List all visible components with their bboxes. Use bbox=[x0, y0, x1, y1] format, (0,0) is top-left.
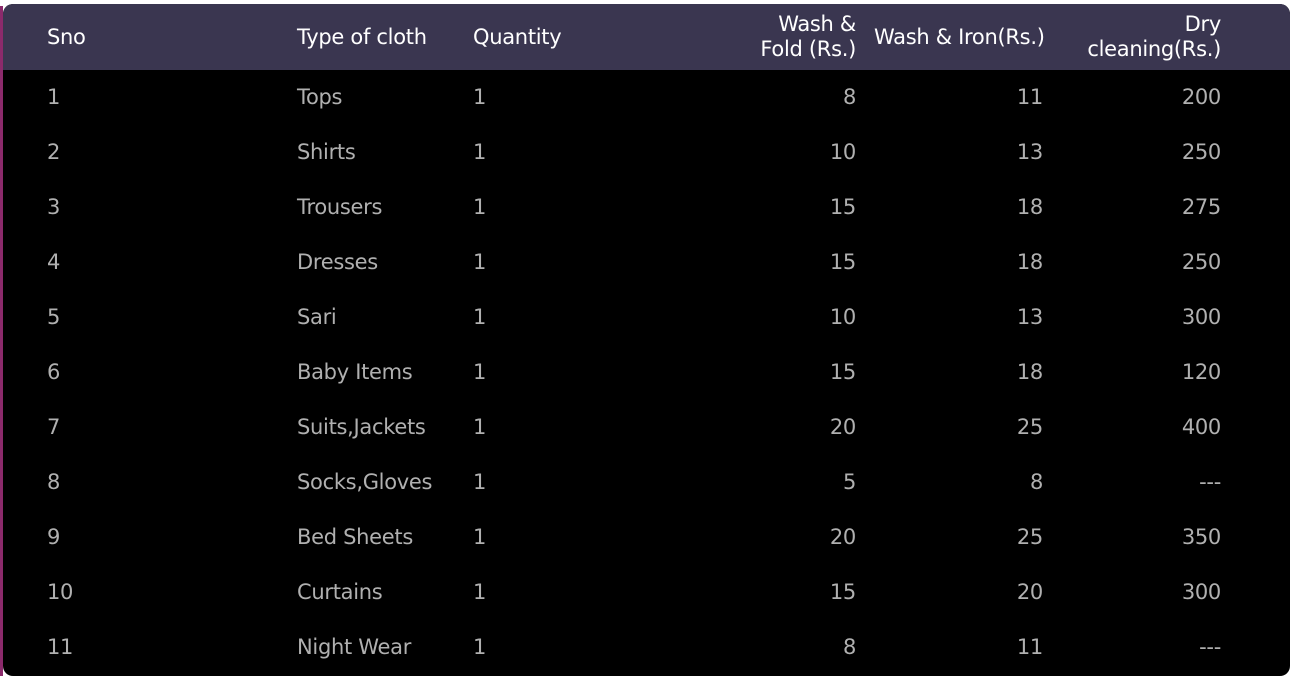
cell-quantity: 1 bbox=[473, 85, 487, 109]
cell-sno: 8 bbox=[47, 470, 61, 494]
cell-sno: 9 bbox=[47, 525, 61, 549]
cell-sno: 6 bbox=[47, 360, 61, 384]
cell-quantity: 1 bbox=[473, 195, 487, 219]
cell-sno: 10 bbox=[47, 580, 74, 604]
cell-type-of-cloth: Suits,Jackets bbox=[297, 415, 426, 439]
cell-quantity: 1 bbox=[473, 360, 487, 384]
cell-wash-iron: 13 bbox=[1016, 305, 1043, 329]
cell-wash-iron: 18 bbox=[1016, 195, 1043, 219]
table-row: 10 Curtains 1 15 20 300 bbox=[3, 565, 1290, 620]
cell-dry-cleaning: 120 bbox=[1181, 360, 1221, 384]
table-row: 9 Bed Sheets 1 20 25 350 bbox=[3, 510, 1290, 565]
cell-dry-cleaning: 275 bbox=[1181, 195, 1221, 219]
cell-dry-cleaning: --- bbox=[1199, 470, 1221, 494]
cell-quantity: 1 bbox=[473, 525, 487, 549]
table-row: 8 Socks,Gloves 1 5 8 --- bbox=[3, 455, 1290, 510]
header-wash-fold-line1: Wash & bbox=[778, 12, 856, 36]
cell-dry-cleaning: 300 bbox=[1181, 305, 1221, 329]
table-row: 1 Tops 1 8 11 200 bbox=[3, 70, 1290, 125]
cell-dry-cleaning: --- bbox=[1199, 635, 1221, 659]
cell-wash-fold: 10 bbox=[829, 140, 856, 164]
header-dry-cleaning-line2: cleaning(Rs.) bbox=[1087, 37, 1221, 61]
cell-wash-fold: 20 bbox=[829, 415, 856, 439]
cell-quantity: 1 bbox=[473, 415, 487, 439]
cell-wash-fold: 5 bbox=[842, 470, 856, 494]
cell-wash-iron: 25 bbox=[1016, 415, 1043, 439]
header-type-of-cloth: Type of cloth bbox=[297, 25, 427, 49]
cell-dry-cleaning: 250 bbox=[1181, 140, 1221, 164]
cell-quantity: 1 bbox=[473, 580, 487, 604]
cell-wash-fold: 15 bbox=[829, 360, 856, 384]
table-row: 4 Dresses 1 15 18 250 bbox=[3, 235, 1290, 290]
cell-type-of-cloth: Tops bbox=[297, 85, 343, 109]
header-dry-cleaning: Dry cleaning(Rs.) bbox=[1061, 12, 1221, 62]
cell-wash-fold: 15 bbox=[829, 250, 856, 274]
cell-dry-cleaning: 400 bbox=[1181, 415, 1221, 439]
table-row: 7 Suits,Jackets 1 20 25 400 bbox=[3, 400, 1290, 455]
header-sno: Sno bbox=[47, 25, 86, 49]
cell-wash-iron: 11 bbox=[1016, 85, 1043, 109]
table-row: 2 Shirts 1 10 13 250 bbox=[3, 125, 1290, 180]
cell-wash-iron: 25 bbox=[1016, 525, 1043, 549]
cell-sno: 7 bbox=[47, 415, 61, 439]
cell-sno: 1 bbox=[47, 85, 61, 109]
cell-sno: 11 bbox=[47, 635, 74, 659]
cell-sno: 5 bbox=[47, 305, 61, 329]
cell-wash-fold: 10 bbox=[829, 305, 856, 329]
cell-type-of-cloth: Baby Items bbox=[297, 360, 413, 384]
cell-wash-iron: 20 bbox=[1016, 580, 1043, 604]
cell-type-of-cloth: Sari bbox=[297, 305, 337, 329]
table-row: 3 Trousers 1 15 18 275 bbox=[3, 180, 1290, 235]
cell-type-of-cloth: Socks,Gloves bbox=[297, 470, 433, 494]
header-wash-fold: Wash & Fold (Rs.) bbox=[706, 12, 856, 62]
table-row: 5 Sari 1 10 13 300 bbox=[3, 290, 1290, 345]
cell-type-of-cloth: Curtains bbox=[297, 580, 383, 604]
cell-dry-cleaning: 350 bbox=[1181, 525, 1221, 549]
cell-type-of-cloth: Trousers bbox=[297, 195, 383, 219]
table-header: Sno Type of cloth Quantity Wash & Fold (… bbox=[3, 4, 1290, 70]
cell-quantity: 1 bbox=[473, 470, 487, 494]
cell-type-of-cloth: Shirts bbox=[297, 140, 356, 164]
cell-type-of-cloth: Night Wear bbox=[297, 635, 412, 659]
table-row: 11 Night Wear 1 8 11 --- bbox=[3, 620, 1290, 675]
cell-wash-iron: 8 bbox=[1029, 470, 1043, 494]
cell-wash-fold: 8 bbox=[842, 635, 856, 659]
cell-wash-iron: 13 bbox=[1016, 140, 1043, 164]
cell-quantity: 1 bbox=[473, 305, 487, 329]
cell-wash-iron: 18 bbox=[1016, 360, 1043, 384]
header-wash-iron: Wash & Iron(Rs.) bbox=[874, 25, 1045, 49]
cell-wash-fold: 15 bbox=[829, 580, 856, 604]
pricing-table: Sno Type of cloth Quantity Wash & Fold (… bbox=[3, 4, 1290, 676]
cell-sno: 3 bbox=[47, 195, 61, 219]
cell-dry-cleaning: 300 bbox=[1181, 580, 1221, 604]
header-quantity: Quantity bbox=[473, 25, 562, 49]
cell-sno: 2 bbox=[47, 140, 61, 164]
cell-type-of-cloth: Bed Sheets bbox=[297, 525, 413, 549]
cell-wash-fold: 8 bbox=[842, 85, 856, 109]
cell-dry-cleaning: 200 bbox=[1181, 85, 1221, 109]
cell-quantity: 1 bbox=[473, 635, 487, 659]
cell-wash-iron: 11 bbox=[1016, 635, 1043, 659]
cell-quantity: 1 bbox=[473, 140, 487, 164]
cell-dry-cleaning: 250 bbox=[1181, 250, 1221, 274]
cell-type-of-cloth: Dresses bbox=[297, 250, 378, 274]
left-accent-edge bbox=[0, 6, 3, 676]
table-row: 6 Baby Items 1 15 18 120 bbox=[3, 345, 1290, 400]
cell-wash-iron: 18 bbox=[1016, 250, 1043, 274]
cell-quantity: 1 bbox=[473, 250, 487, 274]
header-wash-fold-line2: Fold (Rs.) bbox=[760, 37, 856, 61]
cell-wash-fold: 15 bbox=[829, 195, 856, 219]
cell-wash-fold: 20 bbox=[829, 525, 856, 549]
header-dry-cleaning-line1: Dry bbox=[1184, 12, 1222, 36]
cell-sno: 4 bbox=[47, 250, 61, 274]
